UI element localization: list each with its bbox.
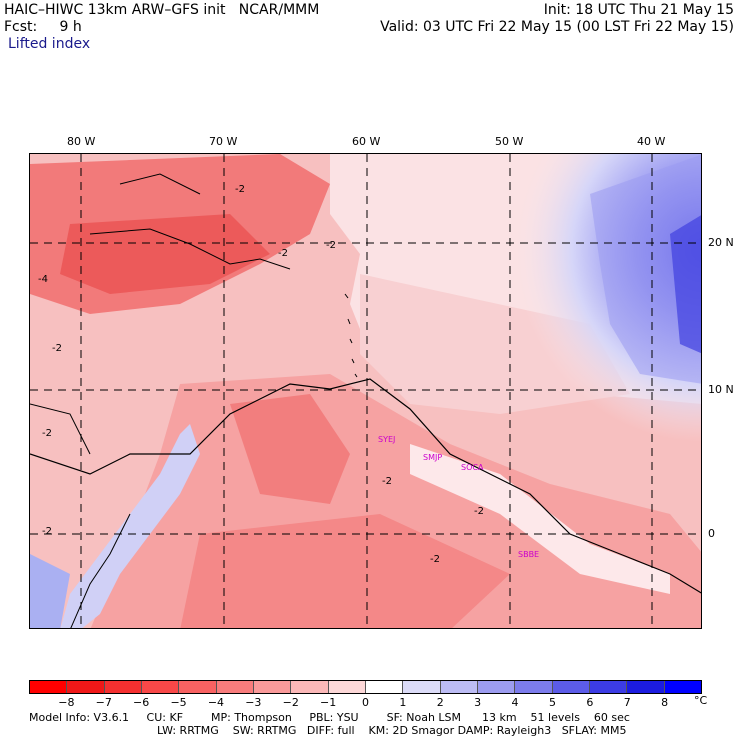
contour-label: -2 — [235, 184, 245, 195]
colorbar-segment — [515, 681, 553, 693]
colorbar-segment — [291, 681, 329, 693]
colorbar-segment — [440, 681, 478, 693]
lifted-index-map: -2 -2 -2 -4 -2 -2 -2 -2 -2 -2 SYEJ SMJP … — [29, 153, 702, 629]
lat-lon-grid — [30, 154, 701, 628]
colorbar-tick-label: −3 — [245, 696, 262, 709]
model-info-line2: LW: RRTMG SW: RRTMG DIFF: full KM: 2D Sm… — [157, 724, 627, 737]
colorbar-tick-label: −1 — [320, 696, 337, 709]
contour-label: -2 — [278, 248, 288, 259]
field-name: Lifted index — [8, 36, 91, 52]
field-blue-core — [590, 154, 701, 384]
colorbar-tick-label: 5 — [548, 696, 556, 709]
colorbar-tick-label: −6 — [133, 696, 150, 709]
colorbar-segment — [552, 681, 590, 693]
colorbar-segment — [664, 681, 701, 693]
coastline-south-america — [30, 378, 701, 594]
colorbar-tick-label: 7 — [623, 696, 631, 709]
valid-time: Valid: 03 UTC Fri 22 May 15 (00 LST Fri … — [380, 19, 734, 35]
model-info-line1: Model Info: V3.6.1 CU: KF MP: Thompson P… — [29, 711, 630, 724]
contour-label: -4 — [38, 274, 48, 285]
colorbar-tick-label: 8 — [661, 696, 669, 709]
station-label: SYEJ — [378, 435, 395, 444]
colorbar — [29, 680, 702, 694]
coastline-cuba — [119, 173, 201, 195]
colorbar-tick-label: 4 — [511, 696, 519, 709]
colorbar-tick-label: 6 — [586, 696, 594, 709]
lon-label-50w: 50 W — [495, 135, 524, 148]
contour-label: -2 — [474, 506, 484, 517]
colorbar-tick-label: −5 — [170, 696, 187, 709]
contour-label: -2 — [52, 343, 62, 354]
colorbar-tick-label: 1 — [399, 696, 407, 709]
colorbar-segment — [477, 681, 516, 693]
lon-label-40w: 40 W — [637, 135, 666, 148]
init-time: Init: 18 UTC Thu 21 May 15 — [543, 2, 734, 18]
colorbar-segment — [67, 681, 105, 693]
station-label: SBBE — [518, 550, 539, 559]
colorbar-segment — [365, 681, 404, 693]
lat-label-20n: 20 N — [708, 236, 734, 249]
colorbar-segment — [253, 681, 292, 693]
field-andes-blue — [60, 424, 200, 628]
colorbar-tick-label: 3 — [474, 696, 482, 709]
station-label: SOCA — [461, 463, 484, 472]
colorbar-segment — [589, 681, 628, 693]
coastline-central-america — [30, 403, 91, 455]
colorbar-tick-label: 2 — [436, 696, 444, 709]
model-title: HAIC–HIWC 13km ARW–GFS init NCAR/MMM — [4, 2, 320, 18]
lesser-antilles — [344, 293, 358, 378]
field-pacific-blue — [30, 554, 70, 628]
field-blue-max — [670, 215, 701, 354]
colorbar-segment — [179, 681, 217, 693]
colorbar-tick-label: 0 — [362, 696, 369, 709]
lat-label-10n: 10 N — [708, 383, 734, 396]
lat-label-0: 0 — [708, 527, 715, 540]
contour-label: -2 — [430, 554, 440, 565]
contour-label: -2 — [42, 428, 52, 439]
station-label: SMJP — [423, 453, 442, 462]
lon-label-70w: 70 W — [209, 135, 238, 148]
map-canvas: -2 -2 -2 -4 -2 -2 -2 -2 -2 -2 SYEJ SMJP … — [30, 154, 701, 628]
lon-label-60w: 60 W — [352, 135, 381, 148]
field-caribbean-strong — [60, 214, 270, 294]
colorbar-tick-label: −2 — [282, 696, 299, 709]
contour-label: -2 — [326, 240, 336, 251]
coastline-greater-antilles — [89, 228, 291, 270]
colorbar-segment — [104, 681, 142, 693]
colorbar-segment — [328, 681, 366, 693]
field-land-strong-south — [180, 514, 510, 628]
field-amazon-pale — [410, 444, 670, 594]
colorbar-segment — [30, 681, 68, 693]
colorbar-segment — [627, 681, 665, 693]
colorbar-tick-label: −7 — [95, 696, 112, 709]
colorbar-tick-label: −8 — [58, 696, 75, 709]
contour-label: -2 — [42, 526, 52, 537]
lon-label-80w: 80 W — [67, 135, 96, 148]
colorbar-segment — [141, 681, 180, 693]
colorbar-unit: °C — [694, 694, 708, 707]
colorbar-tick-label: −4 — [207, 696, 225, 709]
colorbar-segment — [403, 681, 441, 693]
colorbar-segment — [216, 681, 254, 693]
field-land-strong — [230, 394, 350, 504]
contour-label: -2 — [382, 476, 392, 487]
forecast-hour: Fcst: 9 h — [4, 19, 82, 35]
